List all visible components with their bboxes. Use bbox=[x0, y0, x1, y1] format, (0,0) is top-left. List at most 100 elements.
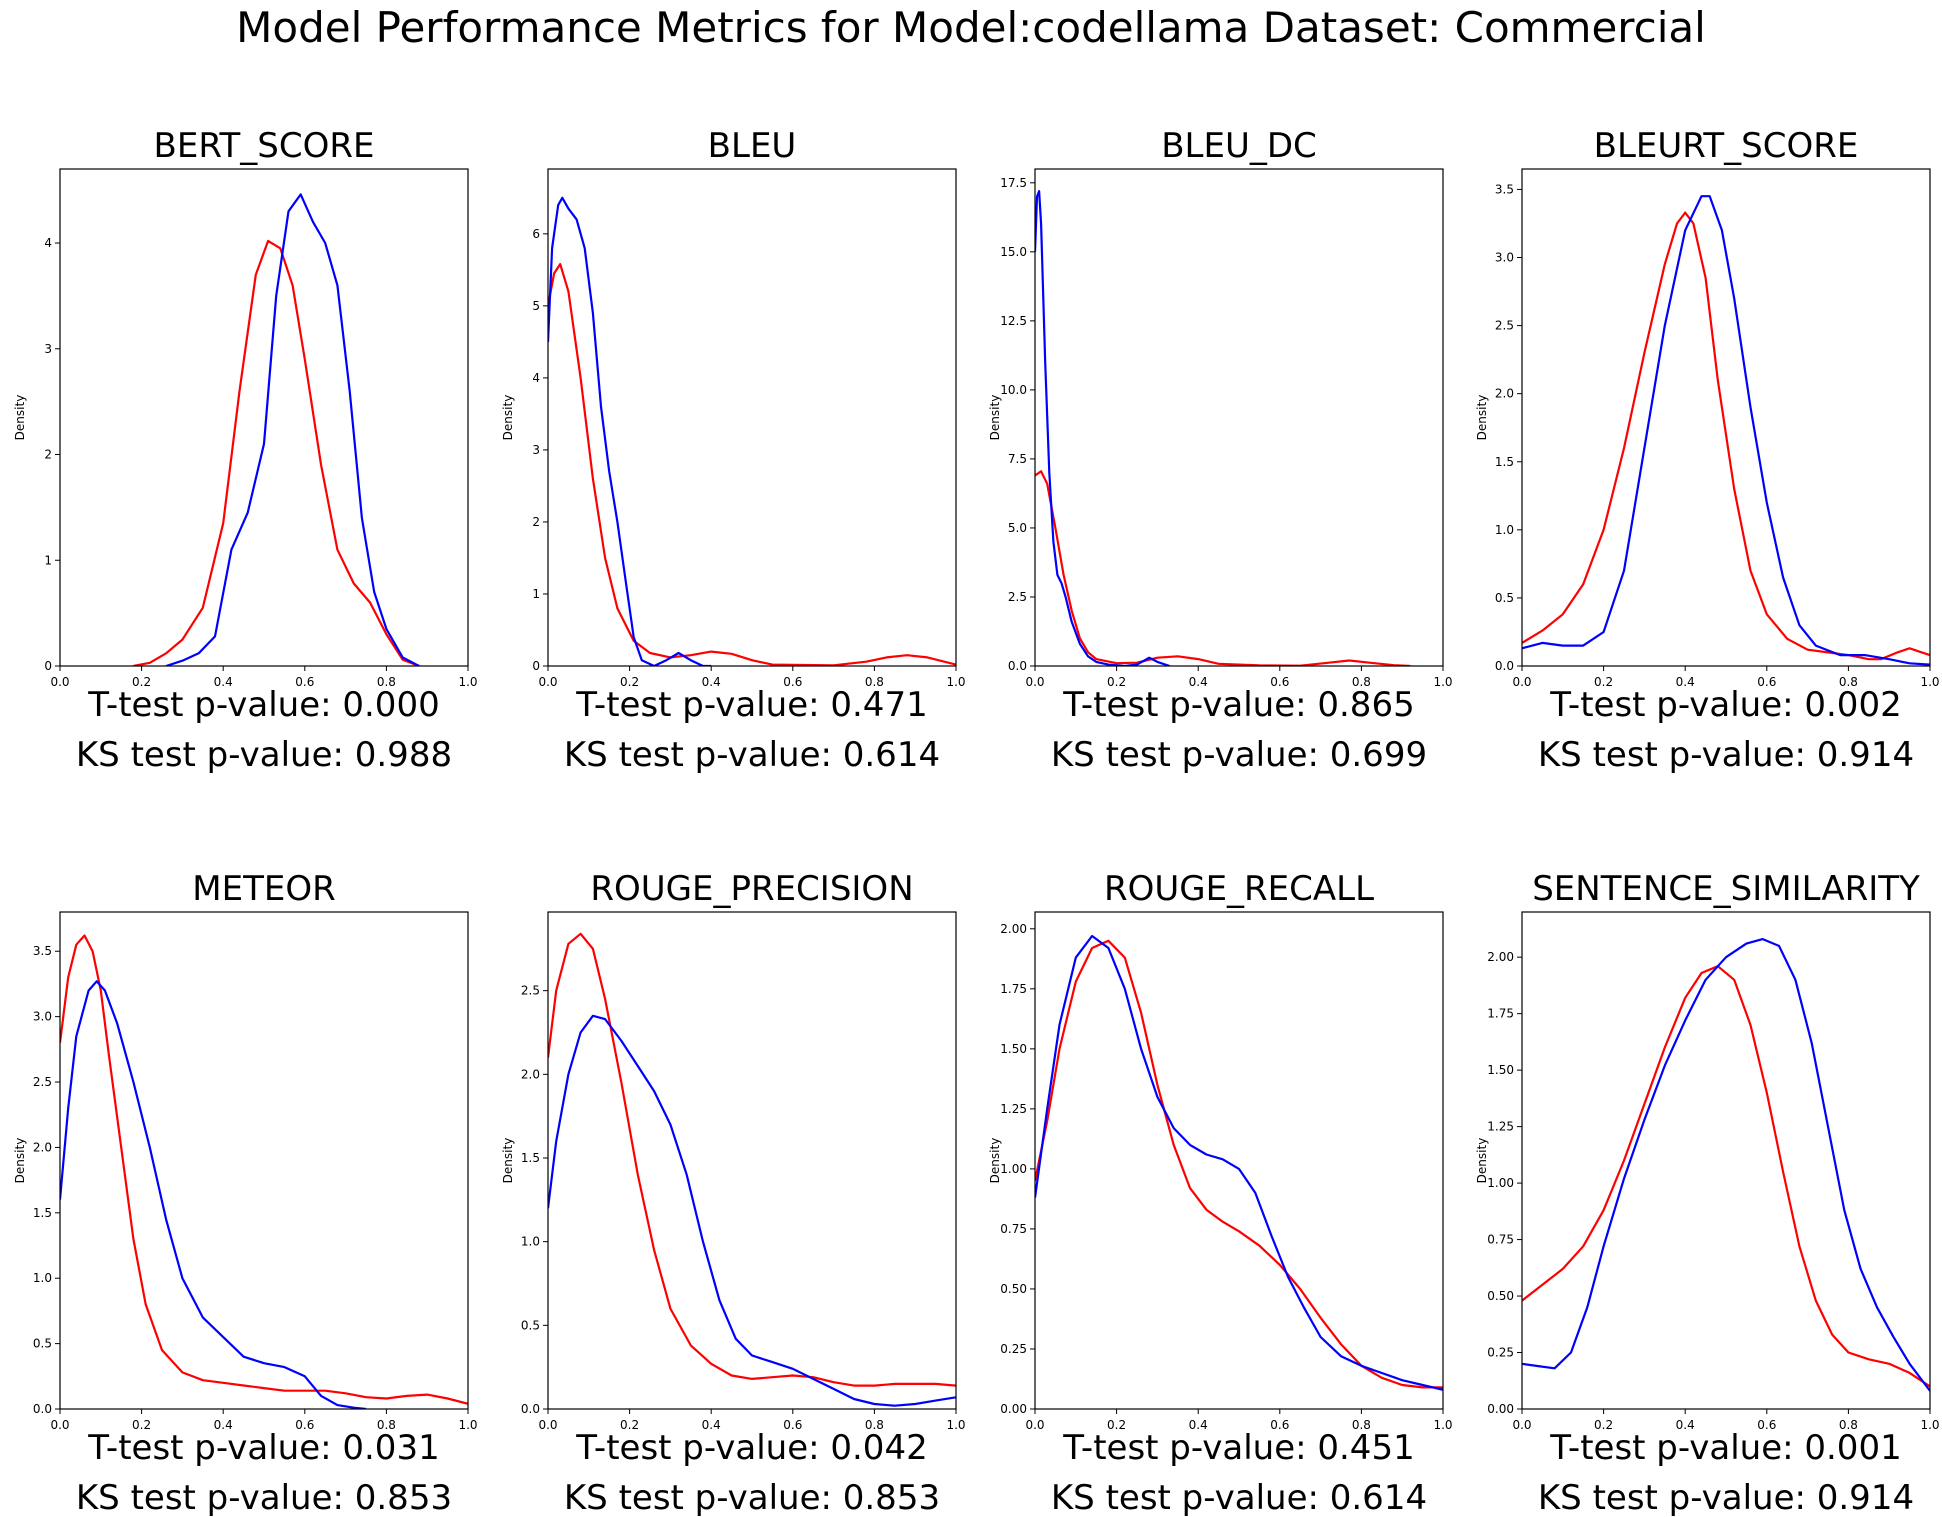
ks-test-annotation: KS test p-value: 0.914 bbox=[1538, 1478, 1914, 1517]
y-tick-label: 2.0 bbox=[1495, 387, 1514, 401]
x-tick-label: 1.0 bbox=[458, 1418, 477, 1432]
x-tick-label: 0.0 bbox=[538, 1418, 557, 1432]
x-tick-label: 0.8 bbox=[1839, 1418, 1858, 1432]
subplot-title: ROUGE_RECALL bbox=[1104, 869, 1374, 909]
subplot-title: ROUGE_PRECISION bbox=[590, 869, 913, 909]
y-tick-label: 4 bbox=[532, 371, 540, 385]
y-tick-label: 0 bbox=[44, 659, 52, 673]
y-tick-label: 15.0 bbox=[1000, 245, 1027, 259]
density-curve-blue bbox=[1522, 195, 1930, 666]
x-tick-label: 0.6 bbox=[783, 1418, 802, 1432]
ttest-annotation: T-test p-value: 0.865 bbox=[1062, 685, 1414, 725]
y-tick-label: 1.50 bbox=[1000, 1042, 1027, 1056]
subplot-bleu: 0.0 0.2 0.4 0.6 0.8 1.0 0 1 2 3 4 5 6 Density BLEU T-te… bbox=[501, 126, 966, 775]
x-tick-label: 0.2 bbox=[132, 1418, 151, 1432]
x-tick-label: 0.8 bbox=[377, 675, 396, 689]
y-tick-label: 2.5 bbox=[1495, 319, 1514, 333]
x-tick-label: 0.0 bbox=[1512, 675, 1531, 689]
ttest-annotation: T-test p-value: 0.002 bbox=[1549, 685, 1901, 725]
y-tick-label: 2.5 bbox=[33, 1075, 52, 1089]
x-tick-label: 0.2 bbox=[1107, 675, 1126, 689]
ks-test-annotation: KS test p-value: 0.853 bbox=[76, 1478, 452, 1517]
y-tick-label: 1.25 bbox=[1487, 1120, 1514, 1134]
subplot-meteor: 0.0 0.2 0.4 0.6 0.8 1.0 0.0 0.5 1.0 1.5 2.0 2.5 3.0 3… bbox=[13, 869, 478, 1517]
y-tick-label: 2.5 bbox=[521, 984, 540, 998]
subplot-title: METEOR bbox=[192, 869, 335, 909]
plot-frame bbox=[547, 168, 957, 667]
y-tick-label: 1.0 bbox=[1495, 523, 1514, 537]
x-tick-label: 0.4 bbox=[1676, 675, 1695, 689]
x-tick-label: 0.6 bbox=[1757, 1418, 1776, 1432]
density-curve-red bbox=[60, 934, 468, 1405]
y-tick-label: 7.5 bbox=[1008, 452, 1027, 466]
plot-frame bbox=[59, 168, 469, 667]
x-tick-label: 0.0 bbox=[1512, 1418, 1531, 1432]
ttest-annotation: T-test p-value: 0.471 bbox=[575, 685, 927, 725]
y-tick-label: 1.00 bbox=[1487, 1176, 1514, 1190]
y-tick-label: 3.0 bbox=[1495, 251, 1514, 265]
y-tick-label: 0 bbox=[532, 659, 540, 673]
y-tick-label: 2 bbox=[44, 448, 52, 462]
x-tick-label: 0.2 bbox=[620, 1418, 639, 1432]
y-tick-label: 2.0 bbox=[33, 1140, 52, 1154]
y-tick-label: 2.0 bbox=[521, 1067, 540, 1081]
x-tick-label: 0.8 bbox=[377, 1418, 396, 1432]
y-tick-label: 0.5 bbox=[33, 1337, 52, 1351]
x-tick-label: 1.0 bbox=[1433, 675, 1452, 689]
subplot-title: BLEURT_SCORE bbox=[1594, 126, 1859, 166]
y-tick-label: 2.5 bbox=[1008, 590, 1027, 604]
ks-test-annotation: KS test p-value: 0.914 bbox=[1538, 735, 1914, 775]
y-tick-label: 0.25 bbox=[1000, 1342, 1027, 1356]
density-curve-blue bbox=[165, 193, 420, 666]
ks-test-annotation: KS test p-value: 0.699 bbox=[1051, 735, 1427, 775]
density-curve-blue bbox=[1522, 938, 1930, 1392]
subplot-title: SENTENCE_SIMILARITY bbox=[1532, 869, 1920, 909]
ks-test-annotation: KS test p-value: 0.614 bbox=[564, 735, 940, 775]
y-tick-label: 3.5 bbox=[33, 944, 52, 958]
y-tick-label: 1.5 bbox=[521, 1151, 540, 1165]
ks-test-annotation: KS test p-value: 0.614 bbox=[1051, 1478, 1427, 1517]
y-tick-label: 0.5 bbox=[521, 1318, 540, 1332]
density-curve-blue bbox=[1035, 190, 1170, 666]
x-tick-label: 0.2 bbox=[620, 675, 639, 689]
y-axis-label: Density bbox=[501, 1138, 515, 1184]
y-tick-label: 0.5 bbox=[1495, 591, 1514, 605]
y-tick-label: 0.0 bbox=[521, 1402, 540, 1416]
y-tick-label: 0.0 bbox=[33, 1402, 52, 1416]
figure-title: Model Performance Metrics for Model:code… bbox=[236, 3, 1706, 52]
x-tick-label: 0.0 bbox=[1025, 675, 1044, 689]
y-tick-label: 3 bbox=[532, 443, 540, 457]
y-tick-label: 6 bbox=[532, 227, 540, 241]
y-tick-label: 0.75 bbox=[1000, 1222, 1027, 1236]
y-tick-label: 4 bbox=[44, 236, 52, 250]
y-tick-label: 0.75 bbox=[1487, 1233, 1514, 1247]
plot-frame bbox=[59, 911, 469, 1410]
subplot-title: BLEU_DC bbox=[1161, 126, 1317, 166]
subplot-rouge-recall: 0.0 0.2 0.4 0.6 0.8 1.0 0.00 0.25 0.50 0.75 1.00 1.… bbox=[988, 869, 1453, 1517]
ttest-annotation: T-test p-value: 0.042 bbox=[575, 1428, 927, 1468]
ks-test-annotation: KS test p-value: 0.853 bbox=[564, 1478, 940, 1517]
y-tick-label: 2.00 bbox=[1000, 922, 1027, 936]
y-tick-label: 0.50 bbox=[1000, 1282, 1027, 1296]
y-tick-label: 1.25 bbox=[1000, 1102, 1027, 1116]
x-tick-label: 0.6 bbox=[783, 675, 802, 689]
y-tick-label: 1.0 bbox=[521, 1235, 540, 1249]
x-tick-label: 1.0 bbox=[946, 675, 965, 689]
y-tick-label: 0.0 bbox=[1008, 659, 1027, 673]
subplot-title: BLEU bbox=[708, 126, 797, 166]
density-curve-blue bbox=[1035, 934, 1443, 1391]
x-tick-label: 0.6 bbox=[295, 675, 314, 689]
y-tick-label: 17.5 bbox=[1000, 176, 1027, 190]
x-tick-label: 0.2 bbox=[1107, 1418, 1126, 1432]
plot-frame bbox=[1521, 168, 1931, 667]
y-tick-label: 1 bbox=[532, 587, 540, 601]
x-tick-label: 0.2 bbox=[1594, 675, 1613, 689]
y-axis-label: Density bbox=[1475, 395, 1489, 441]
y-tick-label: 5 bbox=[532, 299, 540, 313]
x-tick-label: 0.0 bbox=[538, 675, 557, 689]
y-tick-label: 1.50 bbox=[1487, 1063, 1514, 1077]
y-tick-label: 2 bbox=[532, 515, 540, 529]
density-curve-blue bbox=[60, 980, 367, 1409]
x-tick-label: 0.6 bbox=[1270, 1418, 1289, 1432]
